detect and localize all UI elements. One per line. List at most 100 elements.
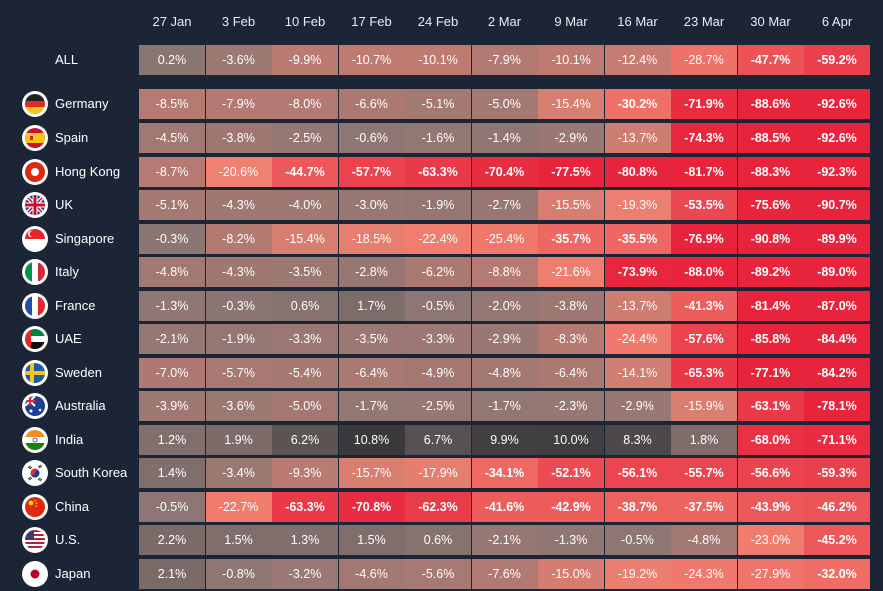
heatmap-cell: -59.2% xyxy=(804,45,870,75)
row-label: Australia xyxy=(55,398,106,413)
heatmap-cell: -4.8% xyxy=(671,525,737,555)
column-header: 17 Feb xyxy=(351,14,392,29)
heatmap-cell: -73.9% xyxy=(604,257,671,287)
heatmap-cell: -63.3% xyxy=(405,157,471,187)
heatmap-cell: 1.7% xyxy=(338,291,405,321)
heatmap-cell: -84.2% xyxy=(804,358,870,388)
row-label: Spain xyxy=(55,130,89,145)
heatmap-cell: -19.2% xyxy=(604,559,671,589)
heatmap-cell: -0.5% xyxy=(139,492,205,522)
heatmap-cell: -3.3% xyxy=(405,324,471,354)
heatmap-cell: -7.0% xyxy=(139,358,205,388)
heatmap-cell: -27.9% xyxy=(737,559,804,589)
germany-flag-icon xyxy=(22,91,48,117)
heatmap-cell: -92.3% xyxy=(804,157,870,187)
heatmap-cell: -44.7% xyxy=(272,157,338,187)
heatmap-cell: -6.2% xyxy=(405,257,471,287)
heatmap-cell: -90.7% xyxy=(804,190,870,220)
heatmap-cell: -21.6% xyxy=(538,257,604,287)
heatmap-cell: 1.5% xyxy=(205,525,272,555)
heatmap-cell: -1.4% xyxy=(471,123,538,153)
heatmap-cell: -88.6% xyxy=(737,89,804,119)
heatmap-cell: -85.8% xyxy=(737,324,804,354)
heatmap-cell: -3.2% xyxy=(272,559,338,589)
heatmap-cell: -80.8% xyxy=(604,157,671,187)
heatmap-cell: 10.8% xyxy=(338,425,405,455)
heatmap-cell: -62.3% xyxy=(405,492,471,522)
heatmap-cell: -8.2% xyxy=(205,224,272,254)
heatmap-cell: -57.6% xyxy=(671,324,737,354)
heatmap-cell: -0.8% xyxy=(205,559,272,589)
heatmap-cell: -43.9% xyxy=(737,492,804,522)
heatmap-cell: -42.9% xyxy=(538,492,604,522)
heatmap-cell: 1.2% xyxy=(139,425,205,455)
heatmap-cell: -32.0% xyxy=(804,559,870,589)
heatmap-cell: -59.3% xyxy=(804,458,870,488)
heatmap-cell: -1.3% xyxy=(538,525,604,555)
heatmap-cell: -41.3% xyxy=(671,291,737,321)
heatmap-cell: -1.3% xyxy=(139,291,205,321)
heatmap-cell: -14.1% xyxy=(604,358,671,388)
heatmap-cell: -15.5% xyxy=(538,190,604,220)
heatmap-cell: -17.9% xyxy=(405,458,471,488)
us-flag-icon xyxy=(22,527,48,553)
heatmap-cell: -25.4% xyxy=(471,224,538,254)
heatmap-cell: -5.0% xyxy=(471,89,538,119)
heatmap-cell: -77.1% xyxy=(737,358,804,388)
heatmap-cell: -38.7% xyxy=(604,492,671,522)
heatmap-cell: -8.3% xyxy=(538,324,604,354)
heatmap-cell: -13.7% xyxy=(604,123,671,153)
column-header: 2 Mar xyxy=(487,14,522,29)
heatmap-cell: 0.6% xyxy=(272,291,338,321)
row-label: Hong Kong xyxy=(55,164,121,179)
heatmap-cell: -4.6% xyxy=(338,559,405,589)
heatmap-cell: -87.0% xyxy=(804,291,870,321)
heatmap-cell: -24.4% xyxy=(604,324,671,354)
heatmap-cell: -2.1% xyxy=(471,525,538,555)
heatmap-cell: 6.2% xyxy=(272,425,338,455)
heatmap-cell: -3.4% xyxy=(205,458,272,488)
heatmap-cell: -8.8% xyxy=(471,257,538,287)
heatmap-cell: 9.9% xyxy=(471,425,538,455)
heatmap-cell: -71.1% xyxy=(804,425,870,455)
heatmap-cell: -56.1% xyxy=(604,458,671,488)
heatmap-cell: -88.3% xyxy=(737,157,804,187)
heatmap-cell: -37.5% xyxy=(671,492,737,522)
heatmap-cell: -2.3% xyxy=(538,391,604,421)
heatmap-cell: 8.3% xyxy=(604,425,671,455)
heatmap-cell: -22.4% xyxy=(405,224,471,254)
heatmap-cell: -46.2% xyxy=(804,492,870,522)
column-header: 23 Mar xyxy=(683,14,725,29)
heatmap-cell: -77.5% xyxy=(538,157,604,187)
heatmap-cell: -2.5% xyxy=(272,123,338,153)
heatmap-cell: -15.4% xyxy=(538,89,604,119)
heatmap-cell: -30.2% xyxy=(604,89,671,119)
heatmap-cell: -70.8% xyxy=(338,492,405,522)
row-label: South Korea xyxy=(55,465,128,480)
heatmap-cell: 1.5% xyxy=(338,525,405,555)
column-header: 9 Mar xyxy=(554,14,588,29)
heatmap-cell: -1.7% xyxy=(338,391,405,421)
india-flag-icon xyxy=(22,427,48,453)
heatmap-cell: 2.2% xyxy=(139,525,205,555)
uk-flag-icon xyxy=(22,192,48,218)
row-label: Germany xyxy=(55,96,109,111)
heatmap-cell: -2.8% xyxy=(338,257,405,287)
heatmap-cell: -2.1% xyxy=(139,324,205,354)
heatmap-cell: 10.0% xyxy=(538,425,604,455)
heatmap-cell: -5.1% xyxy=(139,190,205,220)
heatmap-cell: -63.3% xyxy=(272,492,338,522)
row-label: UK xyxy=(55,197,74,212)
singapore-flag-icon xyxy=(22,226,48,252)
heatmap-cell: -20.6% xyxy=(205,157,272,187)
heatmap-cell: -56.6% xyxy=(737,458,804,488)
column-header: 27 Jan xyxy=(152,14,192,29)
heatmap-cell: 6.7% xyxy=(405,425,471,455)
heatmap-cell: -9.9% xyxy=(272,45,338,75)
column-header: 6 Apr xyxy=(821,14,853,29)
heatmap-cell: -47.7% xyxy=(737,45,804,75)
heatmap-cell: -5.7% xyxy=(205,358,272,388)
heatmap-cell: -3.3% xyxy=(272,324,338,354)
heatmap-cell: -0.5% xyxy=(405,291,471,321)
